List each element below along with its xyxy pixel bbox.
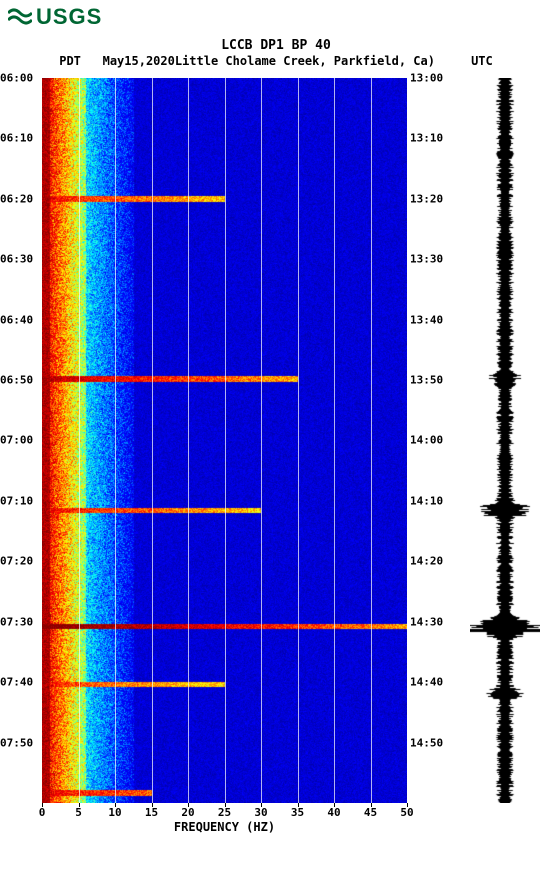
x-label: 20 (181, 806, 194, 819)
usgs-wave-icon (8, 5, 32, 29)
y-label-right: 13:30 (410, 253, 450, 266)
spectrogram-canvas (42, 78, 407, 803)
y-label-left: 06:40 (0, 313, 40, 326)
chart-date: May15,2020 (103, 54, 175, 68)
tz-left: PDT (59, 54, 81, 68)
x-label: 40 (327, 806, 340, 819)
y-label-right: 13:20 (410, 192, 450, 205)
y-label-left: 06:20 (0, 192, 40, 205)
x-label: 5 (75, 806, 82, 819)
y-label-right: 13:40 (410, 313, 450, 326)
chart-subtitle: PDT May15,2020Little Cholame Creek, Park… (0, 54, 552, 68)
y-label-right: 13:00 (410, 71, 450, 84)
y-label-left: 07:40 (0, 676, 40, 689)
tz-right: UTC (471, 54, 493, 68)
y-label-left: 06:00 (0, 71, 40, 84)
x-label: 10 (108, 806, 121, 819)
chart-location: Little Cholame Creek, Parkfield, Ca) (175, 54, 435, 68)
x-label: 0 (39, 806, 46, 819)
x-axis-title: FREQUENCY (HZ) (42, 820, 407, 834)
y-axis-left: 06:0006:1006:2006:3006:4006:5007:0007:10… (0, 78, 40, 803)
x-label: 15 (145, 806, 158, 819)
y-label-right: 14:10 (410, 494, 450, 507)
spectrogram (42, 78, 407, 803)
y-label-left: 07:00 (0, 434, 40, 447)
x-label: 50 (400, 806, 413, 819)
y-label-left: 06:10 (0, 132, 40, 145)
waveform-canvas (470, 78, 540, 803)
chart-title: LCCB DP1 BP 40 (0, 38, 552, 54)
y-label-left: 07:50 (0, 736, 40, 749)
y-label-left: 07:20 (0, 555, 40, 568)
y-label-right: 14:00 (410, 434, 450, 447)
usgs-logo: USGS (0, 0, 552, 34)
y-label-right: 14:20 (410, 555, 450, 568)
y-label-right: 13:50 (410, 374, 450, 387)
waveform (470, 78, 540, 803)
y-label-right: 14:30 (410, 615, 450, 628)
chart-header: LCCB DP1 BP 40 PDT May15,2020Little Chol… (0, 38, 552, 68)
y-label-left: 07:10 (0, 494, 40, 507)
y-label-right: 14:50 (410, 736, 450, 749)
chart-area: 06:0006:1006:2006:3006:4006:5007:0007:10… (0, 78, 552, 838)
x-label: 25 (218, 806, 231, 819)
x-axis: 05101520253035404550 (42, 806, 407, 820)
y-label-left: 06:50 (0, 374, 40, 387)
y-label-left: 06:30 (0, 253, 40, 266)
y-axis-right: 13:0013:1013:2013:3013:4013:5014:0014:10… (410, 78, 450, 803)
y-label-right: 14:40 (410, 676, 450, 689)
x-label: 35 (291, 806, 304, 819)
y-label-right: 13:10 (410, 132, 450, 145)
x-label: 45 (364, 806, 377, 819)
x-label: 30 (254, 806, 267, 819)
usgs-logo-text: USGS (36, 4, 102, 30)
y-label-left: 07:30 (0, 615, 40, 628)
